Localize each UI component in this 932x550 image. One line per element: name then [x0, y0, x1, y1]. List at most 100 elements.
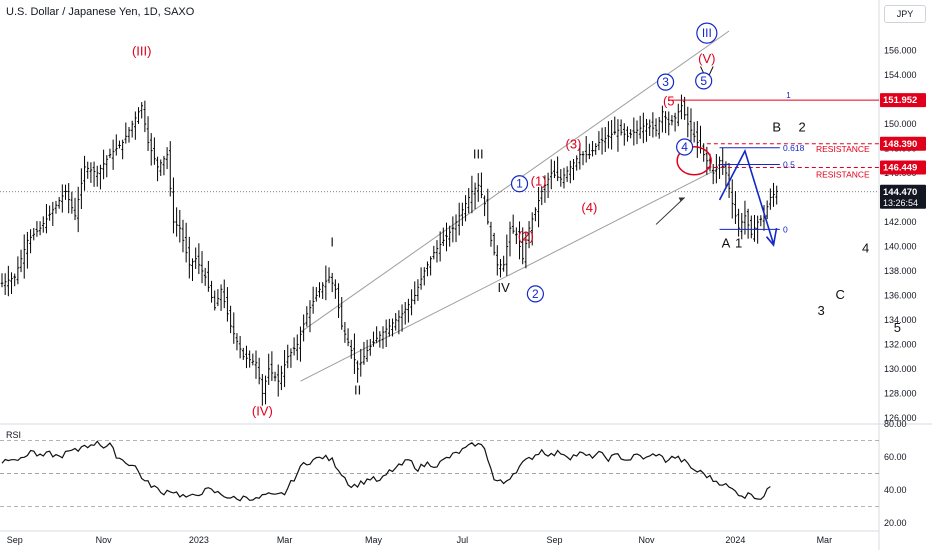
price-bar — [299, 326, 302, 362]
price-bar — [353, 333, 356, 374]
price-tick-label: 154.000 — [884, 70, 917, 80]
price-bar — [83, 155, 86, 191]
price-bar — [724, 161, 728, 187]
price-bar — [673, 112, 677, 132]
price-bar — [391, 318, 394, 337]
price-bar — [197, 243, 201, 275]
price-bar — [48, 205, 51, 221]
price-bar — [292, 337, 296, 356]
price-bar — [772, 182, 775, 207]
price-bar — [92, 161, 96, 187]
price-bar — [464, 195, 467, 222]
svg-text:1: 1 — [516, 177, 523, 191]
price-bar — [210, 280, 213, 303]
price-bar — [413, 281, 417, 305]
price-bar — [105, 155, 109, 178]
price-bar — [422, 267, 426, 286]
price-bar — [594, 143, 598, 155]
price-bar — [610, 120, 613, 150]
time-tick-label: 2023 — [189, 535, 209, 545]
price-bar — [324, 265, 328, 301]
rsi-tick-label: 80.00 — [884, 419, 907, 429]
price-bar — [689, 108, 693, 142]
time-tick-label: Jul — [457, 535, 469, 545]
price-bar — [527, 221, 531, 249]
price-tick-label: 134.000 — [884, 315, 917, 325]
price-bar — [261, 374, 264, 406]
price-bar — [603, 127, 607, 153]
price-bar — [508, 221, 512, 257]
price-bar — [410, 289, 413, 316]
wave-label: (IV) — [252, 403, 273, 418]
price-bar — [730, 179, 734, 219]
price-bar — [175, 207, 178, 237]
price-bar — [657, 116, 661, 139]
price-bar — [35, 221, 39, 237]
svg-text:III: III — [702, 26, 712, 40]
price-bar — [289, 348, 293, 368]
price-bar — [375, 326, 378, 344]
price-bar — [642, 112, 645, 144]
price-bar — [264, 375, 267, 405]
resistance-label-low: RESISTANCE — [816, 170, 870, 180]
price-bar — [451, 216, 455, 243]
price-bar — [492, 232, 496, 256]
price-bar — [232, 312, 236, 344]
fib-0618-label: 0.618 — [783, 143, 805, 153]
price-bar — [295, 334, 299, 361]
price-bar — [473, 182, 477, 210]
price-bar — [680, 94, 683, 120]
circled-wave-label: 3 — [656, 73, 675, 91]
price-bar — [384, 319, 388, 348]
projection-arrow-head — [765, 227, 778, 247]
price-bar — [64, 184, 67, 200]
price-bar — [750, 215, 753, 239]
svg-text:144.470: 144.470 — [883, 187, 917, 198]
rsi-line — [1, 440, 771, 502]
time-tick-label: Sep — [546, 535, 562, 545]
price-bar — [746, 208, 750, 239]
price-bar — [394, 313, 397, 331]
price-bar — [407, 298, 410, 323]
price-bar — [16, 256, 20, 285]
time-tick-label: Nov — [639, 535, 656, 545]
price-bar — [651, 112, 655, 138]
wave-label: C — [836, 287, 845, 302]
price-bar — [696, 121, 699, 158]
price-bar — [499, 258, 502, 278]
price-bar — [22, 234, 26, 279]
price-bar — [575, 155, 578, 171]
price-bar — [356, 360, 359, 383]
svg-text:151.952: 151.952 — [883, 95, 917, 106]
svg-text:13:26:54: 13:26:54 — [883, 198, 918, 208]
currency-button[interactable]: JPY — [884, 5, 926, 23]
level-1-price-badge: 151.952 — [880, 93, 926, 108]
price-bar — [146, 116, 150, 151]
price-bar — [670, 115, 674, 126]
price-bar — [483, 195, 486, 217]
price-bar — [362, 341, 366, 365]
price-bar — [89, 162, 93, 183]
circled-wave-label: 2 — [526, 285, 545, 303]
price-bar — [400, 304, 404, 332]
price-bar — [759, 215, 763, 227]
price-bar — [311, 286, 315, 314]
price-bar — [245, 345, 248, 369]
price-bar — [388, 318, 391, 337]
price-bar — [692, 121, 696, 143]
price-bar — [718, 156, 721, 180]
price-bar — [61, 184, 64, 213]
price-bar — [346, 328, 350, 347]
price-bar — [572, 158, 575, 181]
price-bar — [737, 208, 740, 237]
price-bar — [588, 143, 591, 160]
price-bar — [769, 188, 772, 210]
trend-arrow — [655, 197, 685, 225]
wave-label: (5 — [663, 94, 675, 109]
wave-label: (1) — [531, 173, 547, 188]
circled-wave-label: III — [696, 22, 718, 44]
price-bar — [343, 321, 347, 343]
price-tick-label: 132.000 — [884, 339, 917, 349]
price-bar — [546, 172, 550, 199]
